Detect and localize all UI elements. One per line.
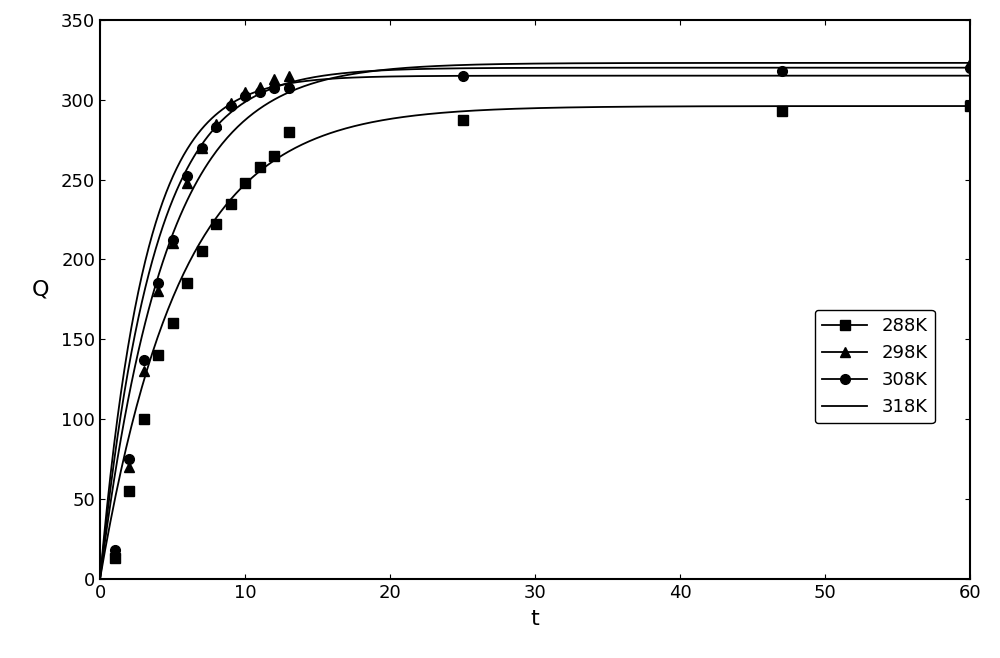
Legend: 288K, 298K, 308K, 318K: 288K, 298K, 308K, 318K: [815, 310, 935, 423]
Y-axis label: Q: Q: [31, 280, 49, 299]
X-axis label: t: t: [531, 609, 539, 629]
